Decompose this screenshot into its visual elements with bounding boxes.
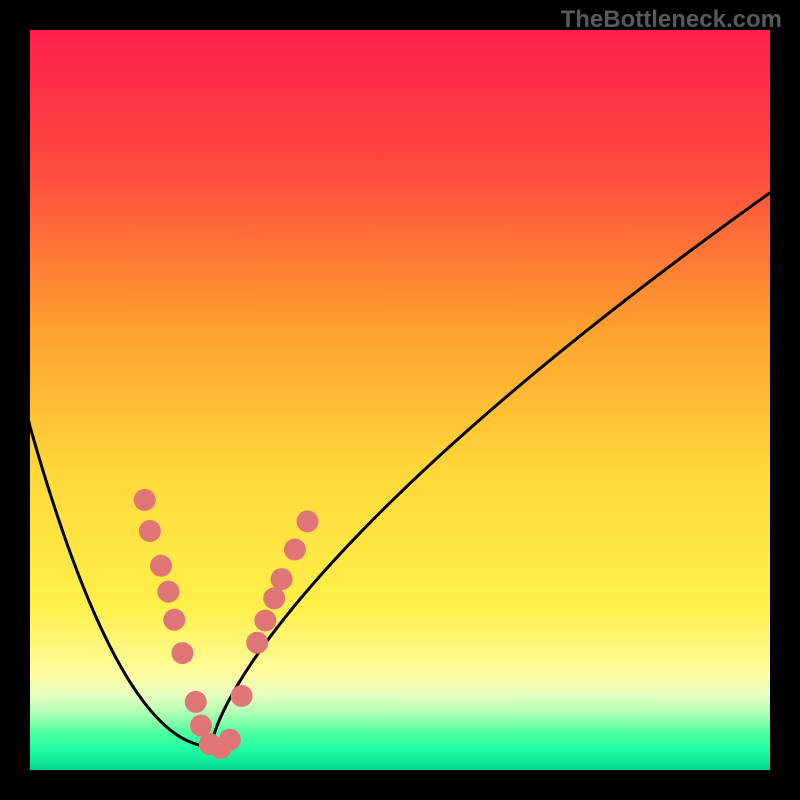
watermark-text: TheBottleneck.com xyxy=(561,6,782,34)
chart-background xyxy=(30,30,770,770)
bottleneck-chart xyxy=(0,0,800,800)
